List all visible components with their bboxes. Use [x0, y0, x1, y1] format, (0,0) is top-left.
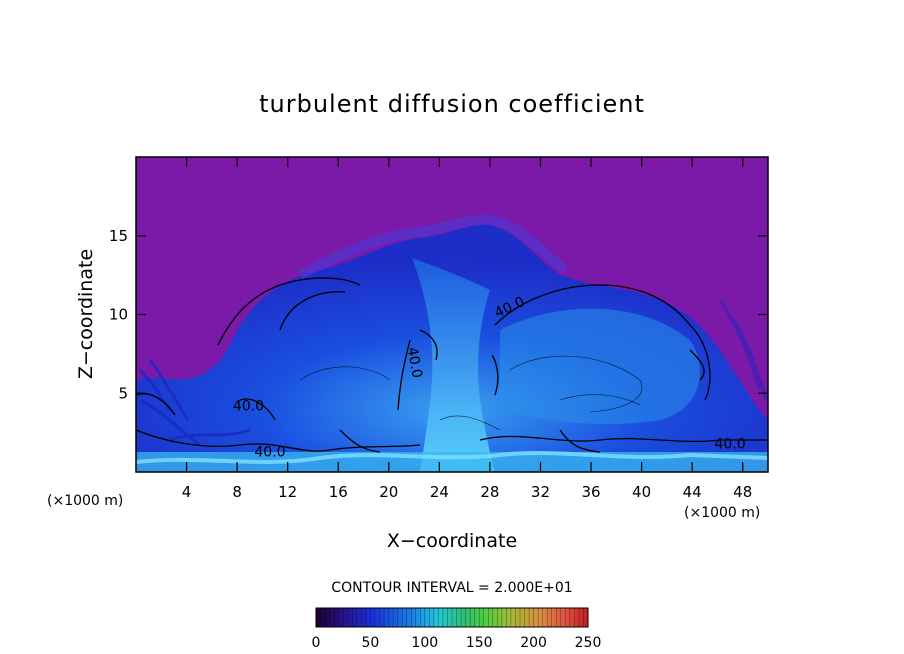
contour-interval: CONTOUR INTERVAL = 2.000E+01 — [331, 580, 572, 596]
x-tick-label: 40 — [632, 483, 651, 501]
right-anvil — [500, 308, 700, 425]
x-tick-label: 8 — [232, 483, 242, 501]
x-unit-right: (×1000 m) — [684, 505, 760, 521]
x-unit-left: (×1000 m) — [47, 493, 123, 509]
thin-contours — [299, 355, 643, 431]
x-tick-label: 4 — [182, 483, 192, 501]
x-tick-label: 44 — [683, 483, 702, 501]
x-tick-label: 36 — [581, 483, 600, 501]
x-tick-label: 12 — [278, 483, 297, 501]
x-tick-label: 24 — [430, 483, 449, 501]
colorbar-stripes — [320, 608, 584, 627]
colorbar-tick-labels: 0 50 100 150 200 250 — [312, 635, 602, 651]
colorbar-frame — [315, 607, 589, 628]
y-tick-label: 15 — [109, 227, 128, 245]
colorbar: 0 50 100 150 200 250 — [312, 607, 602, 651]
contour-label: 40.0 — [254, 444, 285, 460]
x-tick-label: 16 — [329, 483, 348, 501]
x-tick-label: 48 — [733, 483, 752, 501]
x-tick-label: 20 — [379, 483, 398, 501]
y-axis-ticks: 5 10 15 — [109, 227, 768, 402]
x-tick-label: 32 — [531, 483, 550, 501]
colorbar-tick-label: 100 — [411, 635, 438, 651]
x-axis-ticks: 4 8 12 16 20 24 28 32 36 40 44 48 — [182, 157, 752, 501]
contour-lines — [136, 277, 768, 453]
plot-area — [136, 157, 768, 472]
y-tick-label: 5 — [118, 384, 128, 402]
right-waves — [718, 299, 768, 401]
colorbar-tick-label: 50 — [361, 635, 379, 651]
colorbar-tick-label: 200 — [520, 635, 547, 651]
surface-streaks — [136, 450, 768, 464]
chart-title: turbulent diffusion coefficient — [259, 90, 645, 118]
x-tick-label: 28 — [480, 483, 499, 501]
x-axis-label: X−coordinate — [387, 530, 517, 552]
contour-label: 40.0 — [233, 399, 264, 415]
colorbar-tick-label: 150 — [466, 635, 493, 651]
y-tick-label: 10 — [109, 306, 128, 324]
colorbar-tick-label: 250 — [575, 635, 602, 651]
contour-label: 40.0 — [404, 346, 425, 379]
y-axis-label: Z−coordinate — [75, 249, 97, 379]
colorbar-tick-label: 0 — [312, 635, 321, 651]
contour-label: 40.0 — [714, 436, 745, 452]
cloud-halo — [297, 214, 569, 280]
